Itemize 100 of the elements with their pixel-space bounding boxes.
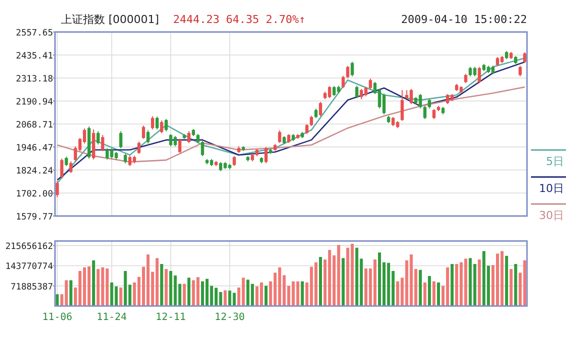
bar <box>164 269 168 306</box>
bar <box>69 280 72 306</box>
bar <box>182 284 186 306</box>
chart-title: 上证指数 [000001] <box>61 13 160 26</box>
bar <box>455 264 458 306</box>
candlestick <box>142 125 146 140</box>
candlestick <box>124 153 127 164</box>
candlestick <box>310 115 314 127</box>
bar <box>232 292 236 306</box>
line-series <box>56 86 526 163</box>
candlestick <box>318 101 322 117</box>
bar <box>114 286 118 306</box>
candlestick <box>200 140 204 157</box>
candlestick <box>69 160 72 174</box>
y-tick-label: 215656162 <box>5 242 53 252</box>
candlestick <box>332 86 336 96</box>
candlestick <box>496 56 500 66</box>
candlestick <box>518 65 522 77</box>
x-tick-label: 12-11 <box>156 312 186 323</box>
candlestick <box>278 130 282 144</box>
candlestick <box>328 86 332 99</box>
bar <box>110 282 114 306</box>
bar <box>418 270 422 306</box>
candlestick <box>364 86 368 97</box>
bar <box>450 264 454 306</box>
candlestick <box>119 130 122 149</box>
bar <box>346 248 350 306</box>
bar <box>242 278 245 306</box>
bar <box>514 264 518 306</box>
candlestick <box>187 130 190 144</box>
bar <box>350 244 354 306</box>
bar <box>373 259 376 306</box>
bar <box>428 276 431 306</box>
candlestick <box>146 130 150 144</box>
candlestick <box>478 66 481 84</box>
bar <box>96 269 100 306</box>
candlestick <box>264 146 268 164</box>
y-tick-label: 2068.71 <box>16 120 53 130</box>
bar <box>56 294 59 306</box>
y-tick-label: 2313.18 <box>16 74 53 84</box>
candlestick <box>96 130 100 145</box>
bar <box>160 264 164 306</box>
candlestick <box>314 108 318 119</box>
x-tick-label: 12-30 <box>214 312 245 323</box>
bar <box>296 281 300 306</box>
bar <box>187 278 190 306</box>
y-tick-label: 2435.41 <box>16 52 53 62</box>
bar <box>250 284 254 306</box>
bar <box>314 262 318 306</box>
bar <box>423 282 426 306</box>
candlestick <box>382 93 386 115</box>
x-tick-label: 11-24 <box>96 312 127 323</box>
candlestick <box>368 78 372 90</box>
candlestick <box>423 105 426 120</box>
bar <box>437 282 440 306</box>
y-tick-label: 2557.65 <box>16 28 53 38</box>
bar <box>119 288 122 306</box>
legend-label: 10日 <box>539 182 564 195</box>
y-tick-label: 143770774 <box>5 262 53 272</box>
candlestick <box>164 118 168 132</box>
bar <box>224 290 227 306</box>
y-tick-label: 1579.77 <box>16 212 53 222</box>
y-tick-label: 1702.00 <box>16 190 53 200</box>
legend-label: 30日 <box>539 209 564 222</box>
bar <box>510 269 513 306</box>
y-tick-label: 1824.24 <box>16 166 53 176</box>
bar <box>319 256 322 306</box>
candlestick <box>400 90 404 122</box>
bar <box>92 260 96 306</box>
chart-subtitle: 2444.23 64.35 2.70%↑ <box>173 13 306 26</box>
candlestick <box>101 134 104 152</box>
candlestick <box>428 98 432 109</box>
y-tick-label: 71885387 <box>10 282 53 292</box>
candlestick <box>446 94 450 104</box>
bar <box>300 281 304 306</box>
candlestick <box>160 120 164 134</box>
bar <box>505 256 508 306</box>
candlestick <box>464 73 468 84</box>
x-tick-label: 11-06 <box>42 312 72 323</box>
bar <box>228 290 232 306</box>
y-tick-label: 1946.47 <box>16 144 53 154</box>
bar <box>478 259 481 306</box>
candlestick <box>350 61 354 77</box>
candlestick <box>156 116 159 130</box>
candlestick <box>346 65 350 79</box>
candlestick <box>392 116 395 127</box>
bar <box>196 277 200 306</box>
bar <box>342 258 345 306</box>
legend-label: 5日 <box>546 155 564 168</box>
bar <box>264 286 268 306</box>
candlestick <box>342 75 345 89</box>
candlestick <box>232 156 236 166</box>
candlestick <box>178 138 182 154</box>
candlestick <box>60 158 64 179</box>
candlestick <box>137 141 141 154</box>
bar <box>169 270 172 306</box>
bar <box>432 281 436 306</box>
candlestick <box>355 85 358 99</box>
bar <box>64 280 68 306</box>
text: 2009-04-10 15:00:22 <box>401 13 527 26</box>
